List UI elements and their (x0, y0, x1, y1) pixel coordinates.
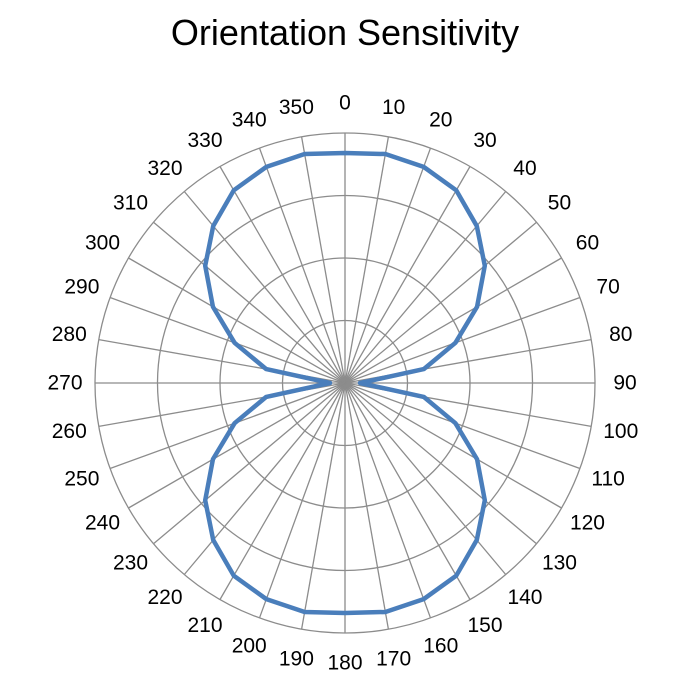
chart-title: Orientation Sensitivity (170, 12, 520, 53)
spoke-40 (344, 191, 507, 384)
angle-label-210: 210 (187, 614, 222, 637)
angle-label-180: 180 (327, 652, 362, 675)
angle-label-260: 260 (52, 420, 87, 443)
angle-label-300: 300 (85, 232, 120, 255)
spoke-250 (109, 382, 346, 470)
spoke-340 (258, 147, 346, 384)
angle-label-130: 130 (542, 551, 577, 574)
spoke-330 (219, 166, 346, 384)
angle-label-110: 110 (591, 467, 624, 490)
spoke-170 (344, 382, 390, 630)
spoke-120 (344, 382, 562, 509)
angle-label-160: 160 (423, 635, 458, 658)
angle-label-240: 240 (85, 512, 120, 535)
spoke-210 (219, 382, 346, 600)
spoke-110 (344, 382, 581, 470)
series-layer (202, 150, 488, 616)
angle-label-230: 230 (113, 551, 148, 574)
angle-label-150: 150 (467, 614, 502, 637)
angle-label-350: 350 (279, 96, 314, 119)
spoke-240 (128, 382, 346, 509)
spoke-350 (300, 136, 346, 384)
spoke-70 (344, 296, 581, 384)
series-line-0 (202, 150, 488, 616)
spoke-200 (258, 382, 346, 619)
angle-label-270: 270 (47, 372, 82, 395)
spoke-60 (344, 257, 562, 384)
angle-label-40: 40 (513, 157, 536, 180)
angle-label-290: 290 (64, 276, 99, 299)
angle-label-320: 320 (147, 157, 182, 180)
angle-label-170: 170 (376, 647, 411, 670)
spoke-310 (153, 221, 346, 384)
spoke-130 (344, 382, 537, 545)
angle-label-80: 80 (609, 323, 632, 346)
angle-label-310: 310 (113, 192, 148, 215)
angle-label-340: 340 (232, 108, 267, 131)
spoke-10 (344, 136, 390, 384)
angle-label-120: 120 (570, 512, 605, 535)
angle-label-190: 190 (279, 647, 314, 670)
angle-label-250: 250 (64, 467, 99, 490)
angle-label-200: 200 (232, 635, 267, 658)
spoke-230 (153, 382, 346, 545)
angle-label-60: 60 (576, 232, 599, 255)
angle-label-280: 280 (52, 323, 87, 346)
angle-label-50: 50 (548, 192, 571, 215)
angle-spokes (95, 133, 595, 633)
spoke-20 (344, 147, 432, 384)
spoke-320 (183, 191, 346, 384)
angle-label-20: 20 (429, 108, 452, 131)
angle-label-30: 30 (473, 129, 496, 152)
angle-label-220: 220 (147, 586, 182, 609)
spoke-220 (183, 382, 346, 575)
spoke-50 (344, 221, 537, 384)
angle-label-0: 0 (339, 92, 351, 115)
spoke-140 (344, 382, 507, 575)
spoke-290 (109, 296, 346, 384)
angle-label-140: 140 (507, 586, 542, 609)
spoke-300 (128, 257, 346, 384)
angle-label-100: 100 (603, 420, 638, 443)
angle-label-70: 70 (596, 276, 619, 299)
spoke-30 (344, 166, 471, 384)
spoke-160 (344, 382, 432, 619)
spoke-150 (344, 382, 471, 600)
angle-label-330: 330 (187, 129, 222, 152)
angle-label-90: 90 (613, 372, 636, 395)
angle-label-10: 10 (382, 96, 405, 119)
spoke-190 (300, 382, 346, 630)
